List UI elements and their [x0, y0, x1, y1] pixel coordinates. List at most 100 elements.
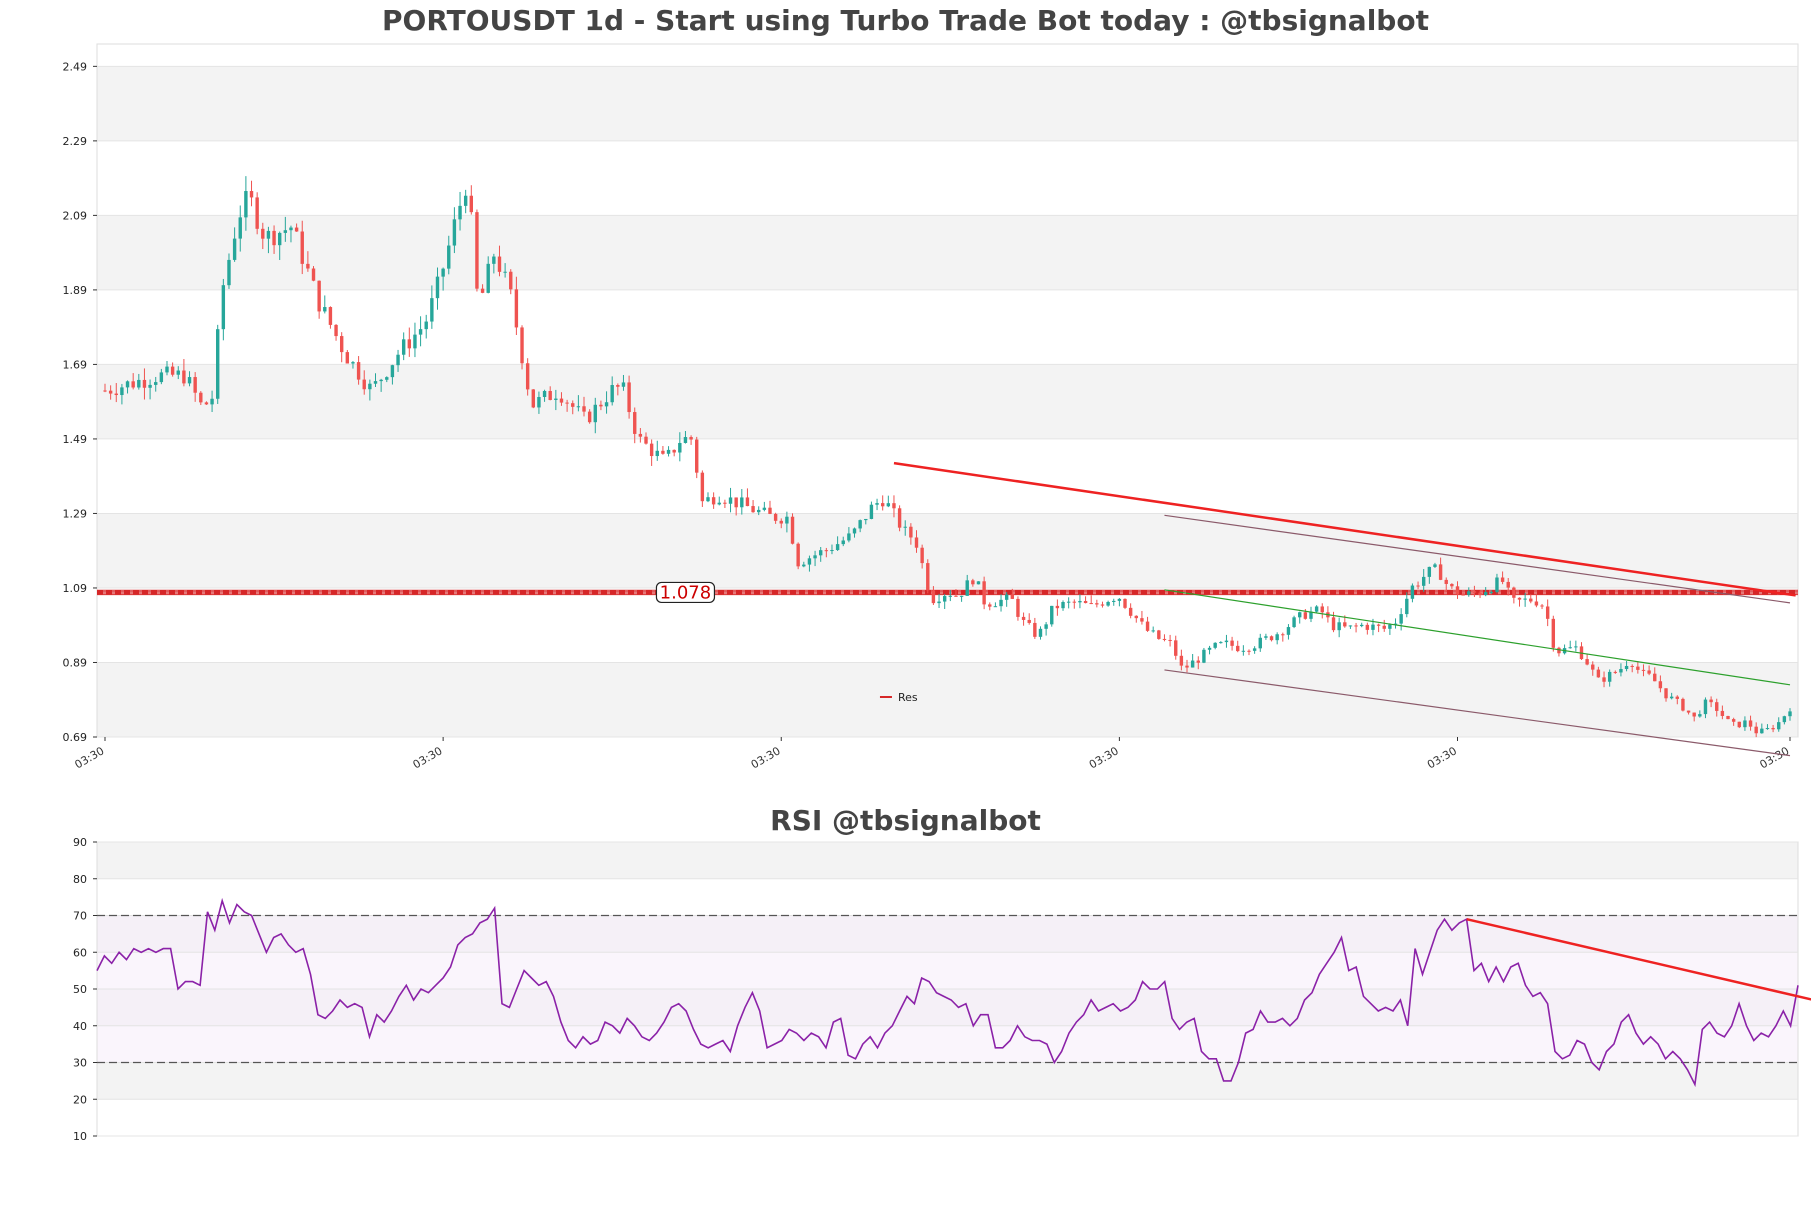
candle-body [1653, 673, 1657, 682]
candle-body [323, 307, 327, 312]
candle-body [824, 550, 829, 552]
resistance-zone [97, 589, 1798, 596]
candle-body [447, 245, 451, 269]
candle-body [683, 437, 688, 443]
candle-body [142, 379, 147, 388]
candle-body [768, 507, 772, 514]
rsi-y-tick-label: 10 [73, 1130, 87, 1143]
candle-body [1455, 586, 1460, 595]
downtrend-line [893, 461, 1796, 597]
candle-body [1743, 720, 1747, 728]
candle-body [1252, 648, 1257, 651]
candle-body [604, 402, 609, 407]
candle-body [137, 379, 141, 388]
candle-body [1438, 564, 1443, 580]
price-y-tick-label: 1.69 [63, 358, 88, 371]
candle-body [1095, 603, 1099, 605]
candle-body [1083, 600, 1088, 604]
candle-body [751, 506, 755, 513]
rsi-band [97, 842, 1798, 879]
candle-body [339, 336, 344, 353]
candle-body [723, 502, 727, 504]
candle-body [199, 392, 203, 403]
price-band [97, 364, 1798, 439]
candle-body [976, 581, 981, 585]
candle-body [452, 219, 457, 246]
candle-body [435, 276, 440, 299]
price-band [97, 662, 1798, 737]
candle-body [1348, 625, 1353, 627]
candle-body [463, 195, 468, 206]
candle-body [1602, 677, 1606, 682]
rsi-chart-title: RSI @tbsignalbot [770, 804, 1041, 837]
candle-body [1444, 579, 1448, 584]
candle-body [1337, 622, 1341, 631]
candle-body [1540, 605, 1544, 607]
candle-body [458, 205, 462, 220]
candle-body [807, 558, 812, 565]
resistance-annotation: 1.078 [655, 581, 716, 603]
candle-body [1360, 624, 1364, 627]
candle-body [610, 385, 614, 403]
candle-body [897, 508, 902, 528]
price-x-tick-label: 03:30 [1758, 744, 1792, 771]
candle-body [638, 433, 643, 437]
candle-body [796, 543, 800, 567]
candle-body [311, 268, 316, 281]
candle-body [216, 329, 220, 399]
candle-body [418, 329, 423, 335]
candle-body [351, 362, 355, 364]
candle-body [1613, 671, 1618, 673]
rsi-y-tick-label: 40 [73, 1020, 87, 1033]
candle-body [159, 372, 164, 383]
candle-body [1236, 645, 1240, 652]
candle-body [1433, 564, 1437, 567]
candle-body [1641, 669, 1646, 671]
candle-body [1686, 710, 1691, 713]
candle-body [852, 528, 857, 534]
candle-body [1286, 627, 1291, 635]
candle-body [644, 436, 648, 444]
candle-body [593, 404, 597, 423]
candle-body [909, 526, 913, 538]
candle-body [492, 256, 496, 264]
candle-body [717, 502, 721, 505]
channel-upper-line [1164, 514, 1791, 604]
candle-body [1213, 642, 1217, 648]
candle-body [689, 437, 693, 440]
candle-body [1427, 566, 1432, 577]
candle-body [1421, 576, 1426, 586]
price-y-tick-label: 2.49 [63, 60, 88, 73]
candle-body [1331, 617, 1336, 631]
rsi-y-tick-label: 70 [73, 910, 87, 923]
candle-body [294, 227, 299, 232]
candle-body [1179, 655, 1184, 666]
candle-body [633, 412, 637, 434]
candle-body [1647, 670, 1651, 674]
candle-body [1675, 696, 1679, 699]
candle-body [1534, 601, 1539, 606]
candle-body [988, 604, 992, 607]
candle-body [1190, 660, 1195, 668]
candle-body [232, 238, 237, 260]
candle-body [537, 397, 541, 408]
candle-body [1275, 634, 1279, 641]
rsi-y-tick-label: 20 [73, 1093, 87, 1106]
rsi-trend-lines [1466, 917, 1811, 1001]
candle-body [1624, 665, 1629, 670]
candle-body [1658, 681, 1663, 689]
rsi-guide-lines [97, 914, 1798, 1064]
rsi-y-tick-label: 60 [73, 946, 87, 959]
candle-body [582, 406, 586, 412]
candle-body [187, 377, 192, 384]
candle-body [1230, 640, 1234, 646]
candle-body [193, 377, 197, 393]
candle-body [565, 402, 569, 404]
candle-body [942, 596, 947, 602]
candle-body [1765, 728, 1770, 730]
candle-body [227, 259, 231, 286]
rsi-y-tick-label: 50 [73, 983, 87, 996]
candle-body [165, 366, 169, 373]
candle-body [1066, 601, 1071, 603]
